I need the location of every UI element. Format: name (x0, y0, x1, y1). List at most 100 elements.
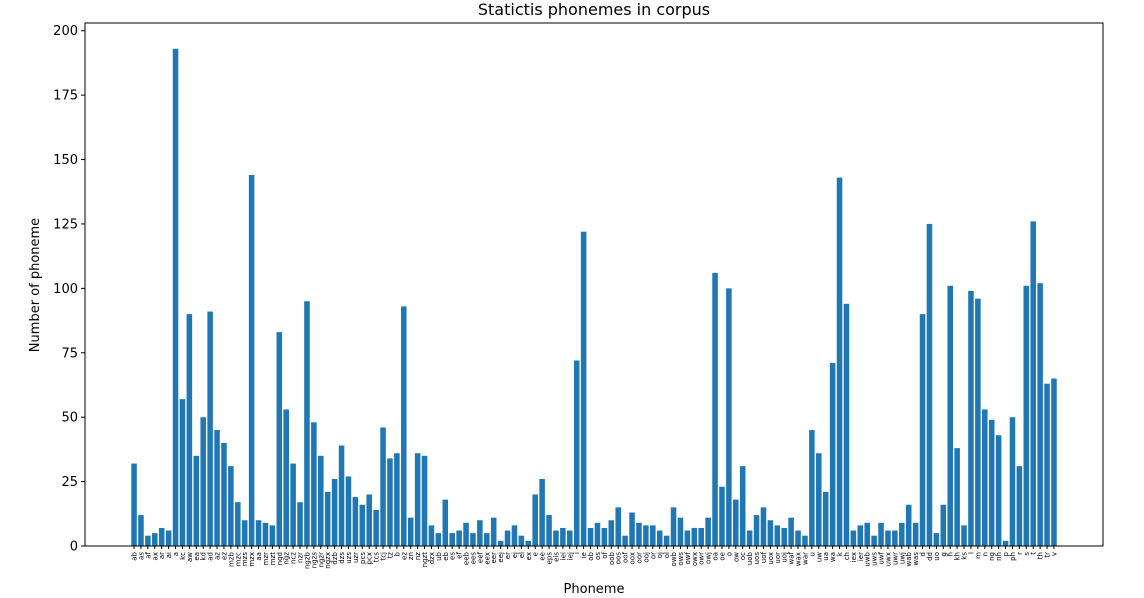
bar (158, 527, 165, 546)
x-tick-label: mzc (234, 552, 242, 566)
x-tick-label: kc (179, 552, 187, 560)
bar (739, 466, 746, 546)
bar (490, 517, 497, 546)
bar (255, 520, 262, 546)
x-tick-label: oa (712, 552, 720, 561)
bar (705, 517, 711, 546)
x-tick-label: eer (490, 552, 498, 564)
x-tick-label: ol (663, 552, 671, 558)
x-tick-label: mzx (248, 552, 256, 567)
bar (179, 399, 186, 546)
bar (622, 535, 628, 546)
x-tick-label: ez (220, 552, 228, 560)
bar (318, 455, 324, 546)
bar (546, 515, 552, 546)
bar (726, 288, 732, 546)
x-tick-label: uwb (864, 551, 872, 566)
x-tick-label: waf (788, 551, 796, 564)
x-tick-label: uws (871, 552, 879, 566)
x-tick-label: or (649, 552, 657, 559)
bar (829, 363, 836, 546)
bar (843, 303, 850, 546)
x-tick-label: eef (476, 551, 484, 563)
x-tick-label: ncz (290, 552, 298, 564)
x-tick-label: v (1050, 552, 1058, 556)
y-axis-label: Number of phoneme (28, 218, 43, 352)
y-tick-label: 100 (53, 282, 78, 297)
plot-frame (84, 22, 1104, 547)
bar (504, 530, 511, 546)
bar (885, 530, 891, 546)
bar (172, 48, 179, 546)
bar (663, 535, 670, 546)
bar (636, 522, 642, 546)
x-tick-label: mzt (269, 552, 277, 565)
x-tick-label: owj (705, 552, 713, 564)
bar (1051, 378, 1057, 546)
x-tick-label: kh (954, 552, 962, 561)
x-tick-label: war (801, 552, 809, 565)
bar (691, 527, 698, 546)
x-tick-label: wab (905, 551, 913, 566)
x-tick-label: was (912, 552, 920, 566)
bar (809, 430, 815, 546)
x-tick-label: uzr (352, 552, 360, 563)
y-tick-label: 25 (61, 475, 78, 490)
bar (200, 417, 206, 546)
bar (899, 522, 905, 546)
x-tick-label: ej (511, 552, 519, 558)
x-tick-label: owx (691, 552, 699, 566)
x-tick-label: nzr (297, 552, 305, 563)
x-tick-label: aw (186, 552, 194, 562)
x-tick-label: uwx (884, 552, 892, 566)
x-tick-label: ax (151, 552, 159, 560)
bar (324, 491, 331, 546)
x-tick-label: mzr (262, 552, 270, 565)
bar (214, 430, 220, 546)
x-tick-label: uo (933, 552, 941, 561)
x-tick-label: ef (456, 551, 464, 558)
bar (449, 533, 455, 546)
x-tick-label: oof (622, 551, 630, 563)
bar (573, 360, 580, 546)
bar (670, 507, 677, 546)
x-tick-label: ow (732, 552, 740, 562)
bar (560, 527, 566, 546)
bar (470, 533, 476, 546)
bar (781, 527, 787, 546)
x-tick-label: n (981, 552, 989, 556)
x-tick-label: uob (746, 551, 754, 565)
x-tick-label: th (1037, 552, 1045, 559)
bar (428, 525, 435, 546)
bar (138, 515, 144, 546)
x-axis-label: Phoneme (564, 582, 625, 597)
x-tick-label: ooj (642, 552, 650, 563)
x-tick-label: dzs (338, 552, 346, 564)
x-tick-label: tr (1044, 552, 1052, 558)
x-tick-label: owb (670, 551, 678, 566)
x-tick-label: m (974, 552, 982, 559)
x-tick-label: eps (546, 552, 554, 565)
x-tick-label: a (172, 552, 180, 556)
bar (331, 479, 338, 546)
bar (795, 530, 801, 546)
x-tick-label: d (919, 552, 927, 556)
bar (774, 525, 781, 546)
x-tick-label: p (1002, 551, 1010, 556)
x-tick-label: b (393, 551, 401, 556)
x-tick-label: h (947, 552, 955, 556)
y-tick-label: 150 (53, 153, 78, 168)
x-tick-label: er (504, 552, 512, 559)
bar (975, 298, 981, 546)
x-tick-label: pcx (366, 552, 374, 564)
bar (207, 311, 213, 546)
bar (387, 458, 393, 546)
bar (193, 455, 200, 546)
bar (940, 504, 947, 546)
bar (954, 448, 960, 546)
x-tick-label: ie (580, 552, 588, 558)
bar (290, 463, 296, 546)
bar (1016, 466, 1023, 546)
x-tick-label: el (518, 552, 526, 558)
x-tick-label: eb (442, 551, 450, 560)
